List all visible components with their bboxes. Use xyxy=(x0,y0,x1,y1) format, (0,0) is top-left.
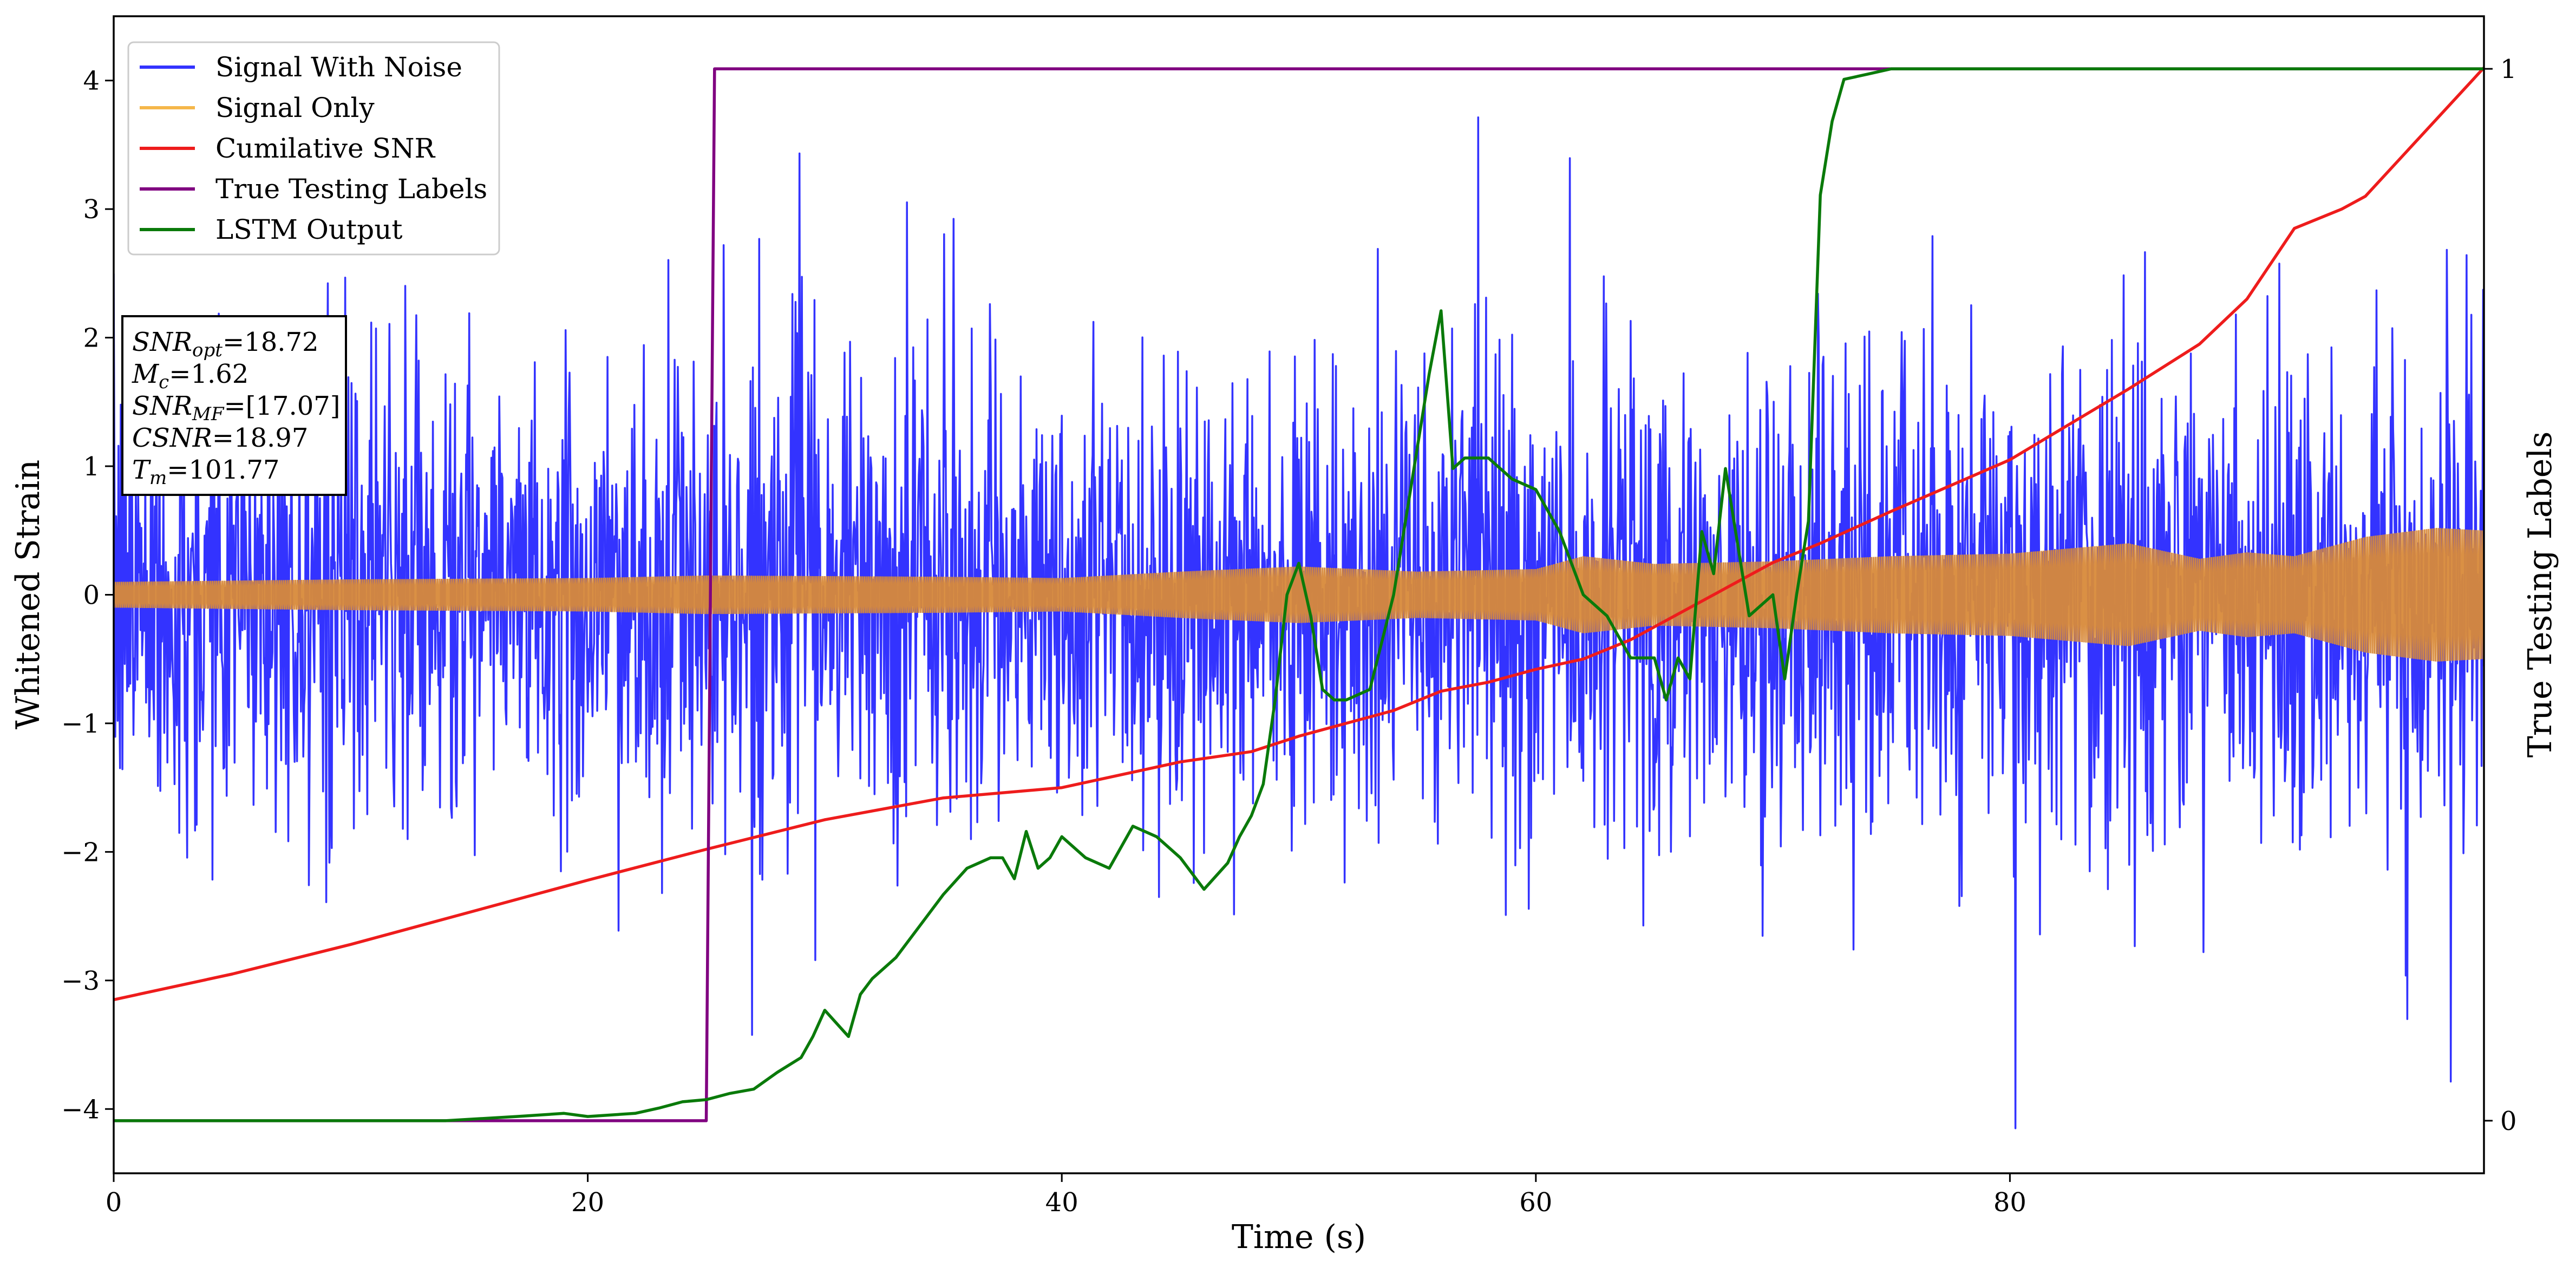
y2-tick-label: 1 xyxy=(2500,54,2517,84)
y-axis-title: Whitened Strain xyxy=(9,460,47,729)
legend-label: Signal Only xyxy=(215,92,375,123)
legend-label: Cumilative SNR xyxy=(215,133,435,164)
x-tick-label: 80 xyxy=(1993,1187,2026,1218)
legend-label: Signal With Noise xyxy=(215,51,462,83)
annotation-line: Mc=1.62 xyxy=(132,359,249,393)
legend-label: True Testing Labels xyxy=(215,173,487,205)
y2-axis-title: True Testing Labels xyxy=(2521,432,2559,758)
series-line-cumilative-snr xyxy=(114,67,2484,1002)
annotation-line: Tm=101.77 xyxy=(132,455,279,489)
annotation-frame xyxy=(121,315,347,496)
x-tick-label: 40 xyxy=(1045,1187,1078,1218)
signal-with-noise-line xyxy=(114,116,2484,1129)
signal-with-noise-series xyxy=(114,116,2484,1129)
legend: Signal With Noise Signal Only Cumilative S… xyxy=(127,41,500,256)
y-tick-label: −3 xyxy=(61,966,100,996)
annotation-line: SNRMF=[17.07] xyxy=(132,391,341,425)
y-tick-label: −2 xyxy=(61,837,100,867)
series-line-lstm-output xyxy=(114,67,2484,1122)
x-tick-label: 0 xyxy=(106,1187,122,1218)
x-tick-label: 20 xyxy=(571,1187,604,1218)
y-tick-label: 3 xyxy=(83,194,100,225)
x-axis-title: Time (s) xyxy=(1232,1218,1366,1256)
annotation-box: SNRopt=18.72Mc=1.62SNRMF=[17.07]CSNR=18.… xyxy=(121,315,347,496)
line-series-group xyxy=(114,67,2484,1122)
y2-tick-label: 0 xyxy=(2500,1106,2517,1136)
legend-label: LSTM Output xyxy=(215,214,402,245)
plot-area xyxy=(114,67,2484,1129)
y-tick-label: 4 xyxy=(83,66,100,96)
annotation-line: CSNR=18.97 xyxy=(132,423,308,453)
y-tick-label: 2 xyxy=(83,323,100,354)
y-tick-label: −1 xyxy=(61,709,100,739)
y-tick-label: 0 xyxy=(83,580,100,611)
annotation-line: SNRopt=18.72 xyxy=(132,327,319,361)
y-tick-label: −4 xyxy=(61,1094,100,1125)
x-tick-label: 60 xyxy=(1519,1187,1552,1218)
y-tick-label: 1 xyxy=(83,452,100,482)
legend-frame xyxy=(127,41,500,256)
